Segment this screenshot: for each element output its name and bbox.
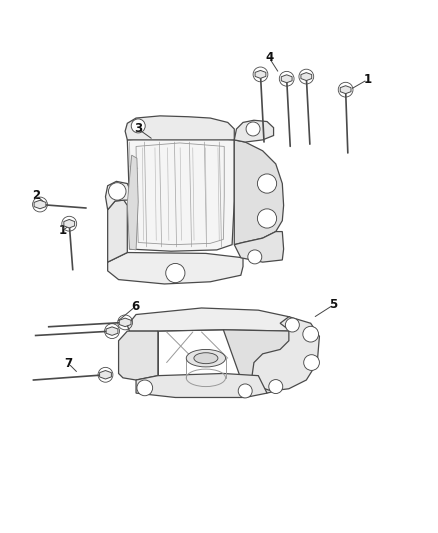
- Polygon shape: [119, 331, 158, 380]
- Polygon shape: [108, 200, 127, 262]
- Polygon shape: [125, 116, 234, 140]
- Polygon shape: [301, 72, 312, 80]
- Text: 6: 6: [131, 300, 139, 313]
- Text: 1: 1: [59, 224, 67, 237]
- Circle shape: [166, 263, 185, 282]
- Text: 2: 2: [32, 189, 41, 202]
- Polygon shape: [127, 308, 302, 331]
- Ellipse shape: [186, 350, 226, 367]
- Polygon shape: [127, 155, 138, 250]
- Text: 3: 3: [134, 123, 142, 135]
- Polygon shape: [127, 135, 234, 251]
- Circle shape: [304, 354, 319, 370]
- Text: 7: 7: [64, 357, 72, 370]
- Circle shape: [246, 122, 260, 136]
- Polygon shape: [34, 200, 46, 209]
- Circle shape: [258, 209, 277, 228]
- Polygon shape: [340, 86, 351, 94]
- Circle shape: [109, 183, 126, 200]
- Polygon shape: [99, 370, 111, 379]
- Polygon shape: [234, 231, 284, 262]
- Polygon shape: [106, 181, 131, 210]
- Ellipse shape: [194, 353, 218, 364]
- Polygon shape: [234, 140, 284, 245]
- Circle shape: [303, 326, 318, 342]
- Polygon shape: [136, 374, 267, 398]
- Circle shape: [137, 380, 152, 395]
- Text: 5: 5: [329, 298, 338, 311]
- Polygon shape: [255, 70, 266, 78]
- Text: 1: 1: [364, 73, 371, 86]
- Polygon shape: [106, 327, 118, 335]
- Circle shape: [248, 250, 262, 264]
- Circle shape: [286, 318, 299, 332]
- Text: 4: 4: [265, 51, 273, 64]
- Circle shape: [269, 379, 283, 393]
- Polygon shape: [119, 318, 131, 327]
- Polygon shape: [223, 317, 306, 393]
- Polygon shape: [64, 220, 74, 228]
- Circle shape: [131, 119, 145, 133]
- Polygon shape: [234, 120, 274, 142]
- Polygon shape: [108, 253, 243, 284]
- Circle shape: [258, 174, 277, 193]
- Circle shape: [238, 384, 252, 398]
- Polygon shape: [252, 317, 319, 391]
- Polygon shape: [281, 75, 292, 83]
